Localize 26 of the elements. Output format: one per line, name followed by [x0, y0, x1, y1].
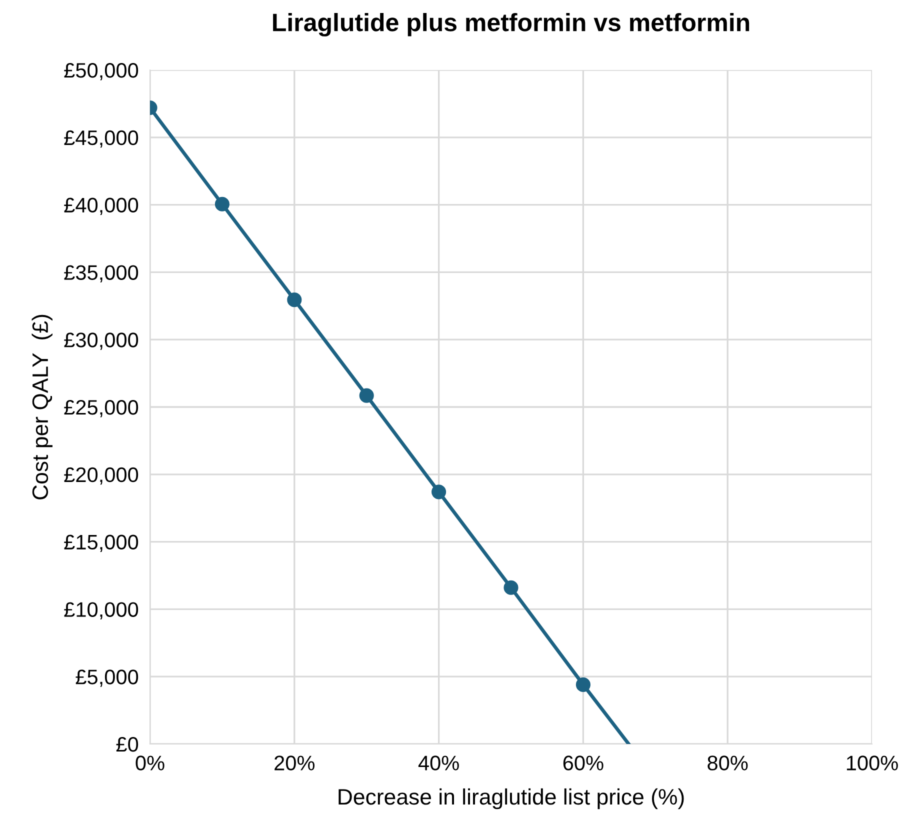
point — [287, 292, 302, 308]
y-tick-label: £50,000 — [64, 63, 138, 80]
y-tick-label: £10,000 — [64, 602, 138, 620]
y-tick-label: £20,000 — [64, 467, 138, 485]
point — [504, 580, 518, 595]
y-tick-label: £45,000 — [64, 130, 138, 148]
y-tick-label: £30,000 — [64, 332, 138, 350]
y-axis-title: Cost per QALY (£) — [32, 314, 52, 500]
y-tick-label: £25,000 — [64, 400, 138, 418]
x-tick-label: 80% — [708, 756, 748, 770]
y-tick-label: £35,000 — [64, 265, 138, 282]
y-tick-label: £40,000 — [64, 198, 138, 216]
y-tick-label: £5,000 — [76, 670, 138, 687]
x-tick-label: 60% — [563, 756, 604, 770]
chart-title: Liraglutide plus metformin vs metformin — [273, 12, 750, 36]
x-tick-label: 100% — [846, 756, 898, 770]
point — [214, 196, 230, 212]
point — [576, 677, 590, 692]
x-tick-label: 40% — [418, 756, 459, 770]
y-tick-label: £0 — [116, 737, 138, 752]
x-tick-label: 20% — [274, 756, 315, 770]
x-axis-title: Decrease in liraglutide list price (%) — [338, 788, 684, 810]
point — [359, 388, 374, 403]
x-tick-label: 0% — [136, 756, 164, 770]
point — [432, 484, 446, 500]
y-tick-label: £15,000 — [64, 534, 138, 552]
